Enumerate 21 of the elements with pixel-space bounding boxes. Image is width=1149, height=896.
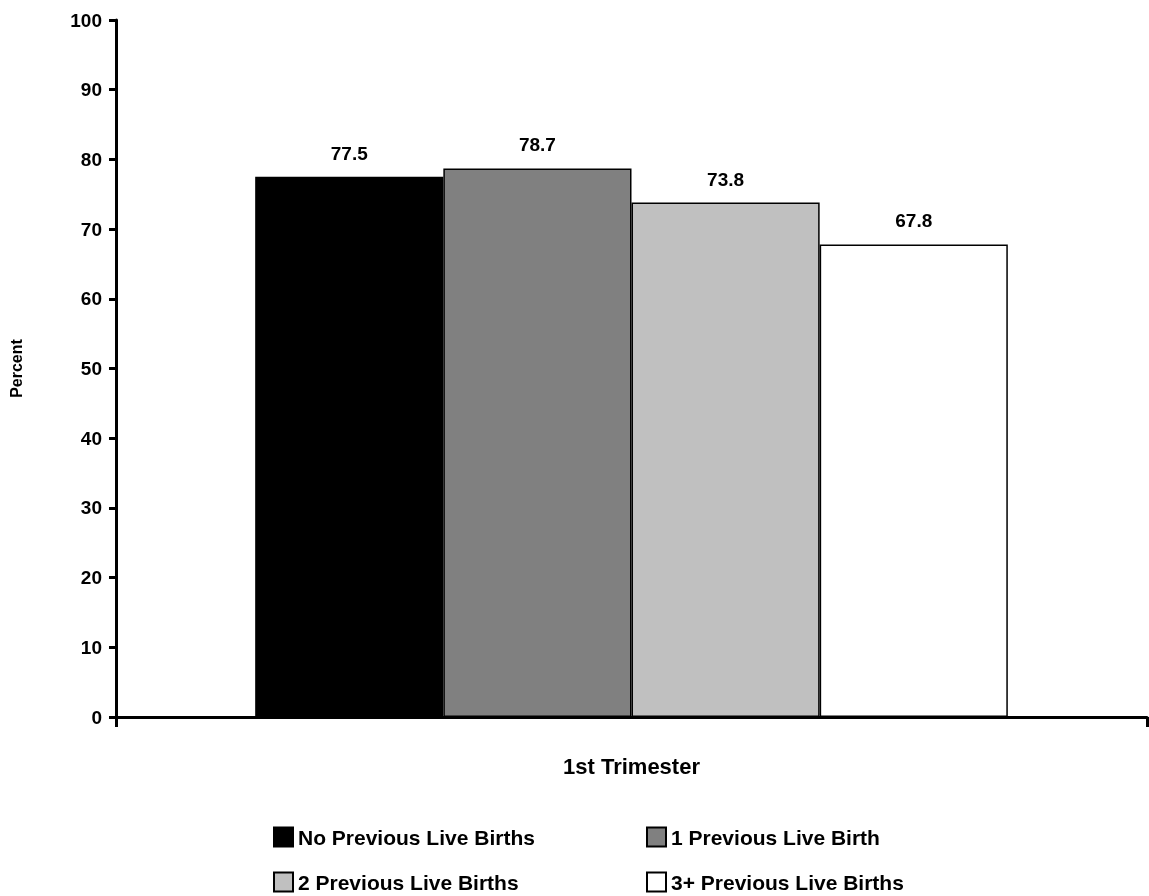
- data-label: 67.8: [895, 210, 933, 232]
- y-tick-label: 30: [80, 497, 102, 519]
- legend-label: 3+ Previous Live Births: [671, 870, 904, 894]
- y-tick-label: 20: [80, 567, 102, 589]
- y-tick-label: 100: [70, 9, 102, 31]
- x-tick-label: 1st Trimester: [563, 753, 701, 779]
- y-tick-label: 10: [80, 636, 102, 658]
- legend-label: 1 Previous Live Birth: [671, 825, 880, 849]
- y-tick-label: 50: [80, 358, 102, 379]
- y-tick-label: 60: [80, 288, 102, 310]
- data-label: 73.8: [707, 168, 745, 190]
- data-label: 77.5: [330, 142, 369, 164]
- y-tick-label: 90: [80, 79, 102, 101]
- legend-label: No Previous Live Births: [298, 825, 535, 849]
- y-tick-label: 80: [80, 148, 102, 170]
- legend-label: 2 Previous Live Births: [298, 870, 519, 894]
- y-tick-label: 40: [80, 427, 102, 449]
- data-label: 78.7: [518, 134, 556, 156]
- y-tick-label: 70: [80, 218, 102, 240]
- y-tick-label: 0: [91, 706, 102, 728]
- y-axis-title: Percent: [7, 338, 25, 398]
